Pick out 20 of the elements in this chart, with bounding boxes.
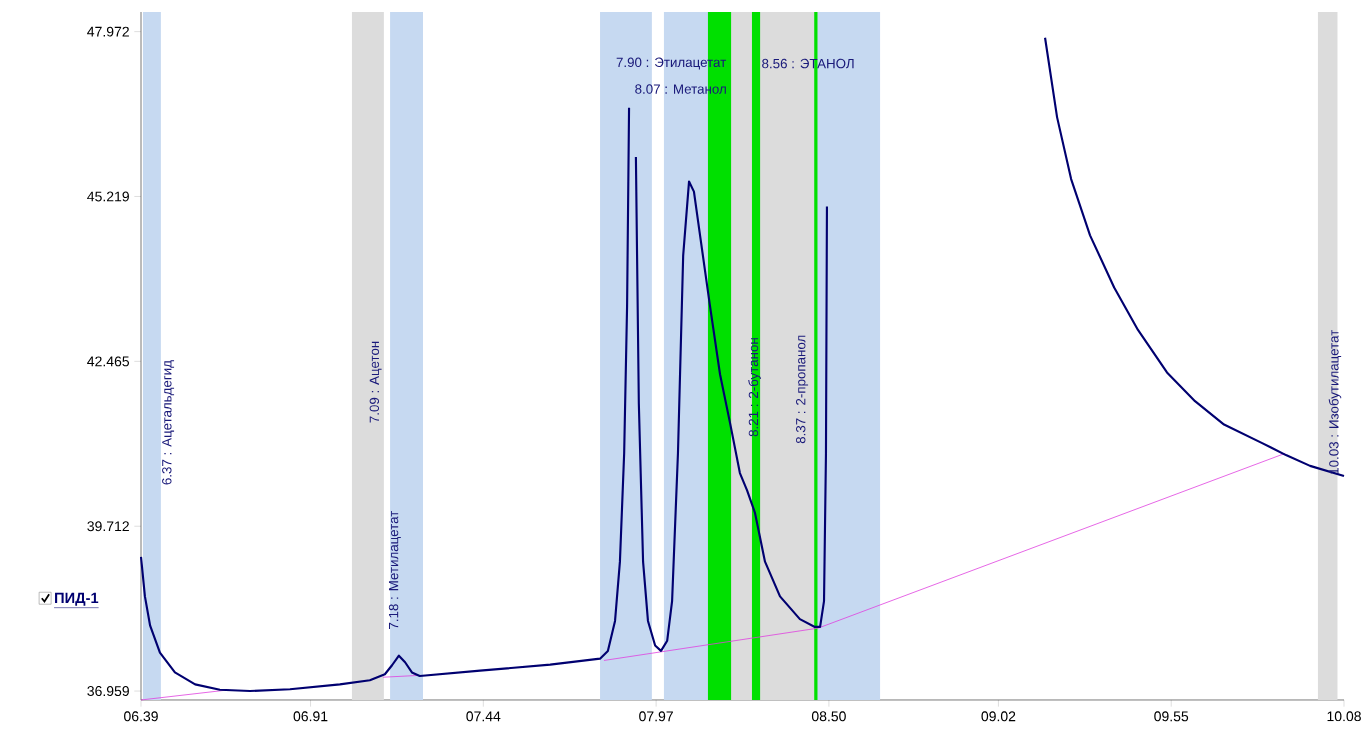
x-tick-label: 06.91 [293, 711, 328, 722]
y-tick-label: 45.219 [87, 191, 129, 202]
annotation: 8.37 : 2-пропанол [796, 335, 809, 444]
x-tick-label: 09.55 [1154, 711, 1189, 722]
x-tick-label: 10.08 [1327, 711, 1361, 722]
annotation: 6.37 : Ацетальдегид [162, 360, 175, 485]
x-tick-label: 07.97 [639, 711, 673, 722]
y-tick-label: 47.972 [87, 26, 129, 37]
x-tick-label: 06.39 [124, 711, 158, 722]
y-tick-label: 36.959 [87, 686, 129, 697]
text: ПИД-1 [55, 592, 99, 606]
x-tick-label: 09.02 [981, 711, 1016, 722]
x-tick-label: 07.44 [466, 711, 501, 722]
annotation: 7.09 : Ацетон [369, 341, 382, 423]
annotation: 8.21 : 2-бутанон [748, 338, 761, 437]
annotation: 10.03 : Изобутилацетат [1328, 329, 1342, 474]
y-tick-label: 42.465 [87, 356, 130, 367]
y-tick-label: 39.712 [87, 521, 129, 532]
annotation: 7.18 : Метилацетат [388, 510, 401, 629]
x-tick-label: 08.50 [811, 711, 846, 722]
